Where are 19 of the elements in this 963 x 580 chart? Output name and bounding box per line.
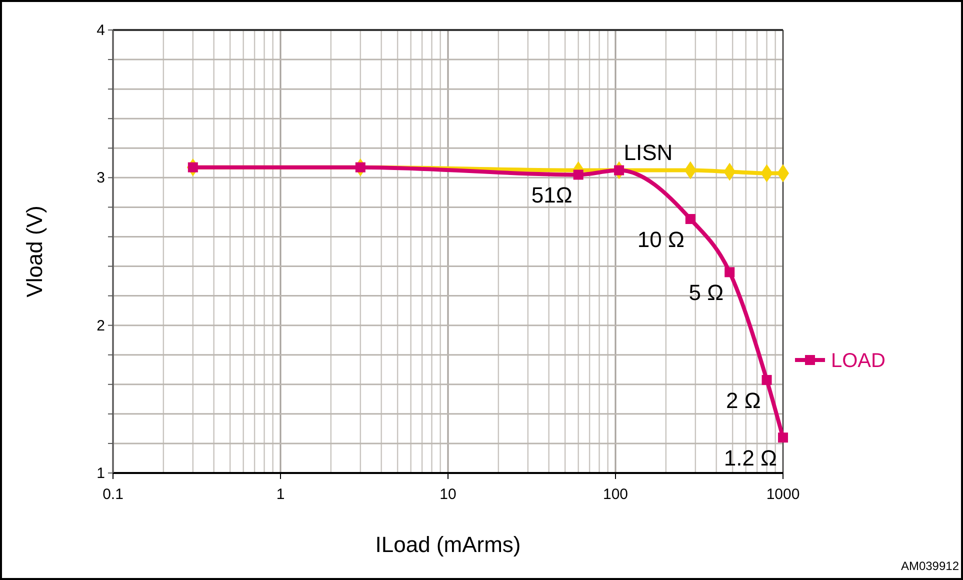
x-tick-label: 0.1	[102, 486, 124, 503]
annotation: 1.2 Ω	[724, 446, 777, 471]
annotation: 10 Ω	[637, 227, 684, 252]
legend-label: LOAD	[831, 350, 886, 372]
y-axis-title: Vload (V)	[22, 206, 47, 298]
text: AM039912	[900, 559, 960, 573]
annotation: 51Ω	[531, 182, 572, 208]
y-tick-label: 1	[96, 465, 105, 482]
x-tick-label: 100	[602, 486, 628, 503]
annotation: 2 Ω	[726, 388, 761, 413]
x-tick-label: 1	[276, 486, 285, 503]
y-tick-label: 2	[96, 317, 105, 334]
y-tick-label: 3	[96, 170, 105, 187]
annotation: LISN	[624, 140, 673, 165]
annotation: 5 Ω	[688, 280, 724, 306]
x-tick-label: 10	[440, 486, 456, 503]
y-tick-label: 4	[96, 22, 105, 39]
x-axis-title: ILoad (mArms)	[375, 532, 521, 557]
x-tick-label: 1000	[766, 486, 800, 503]
